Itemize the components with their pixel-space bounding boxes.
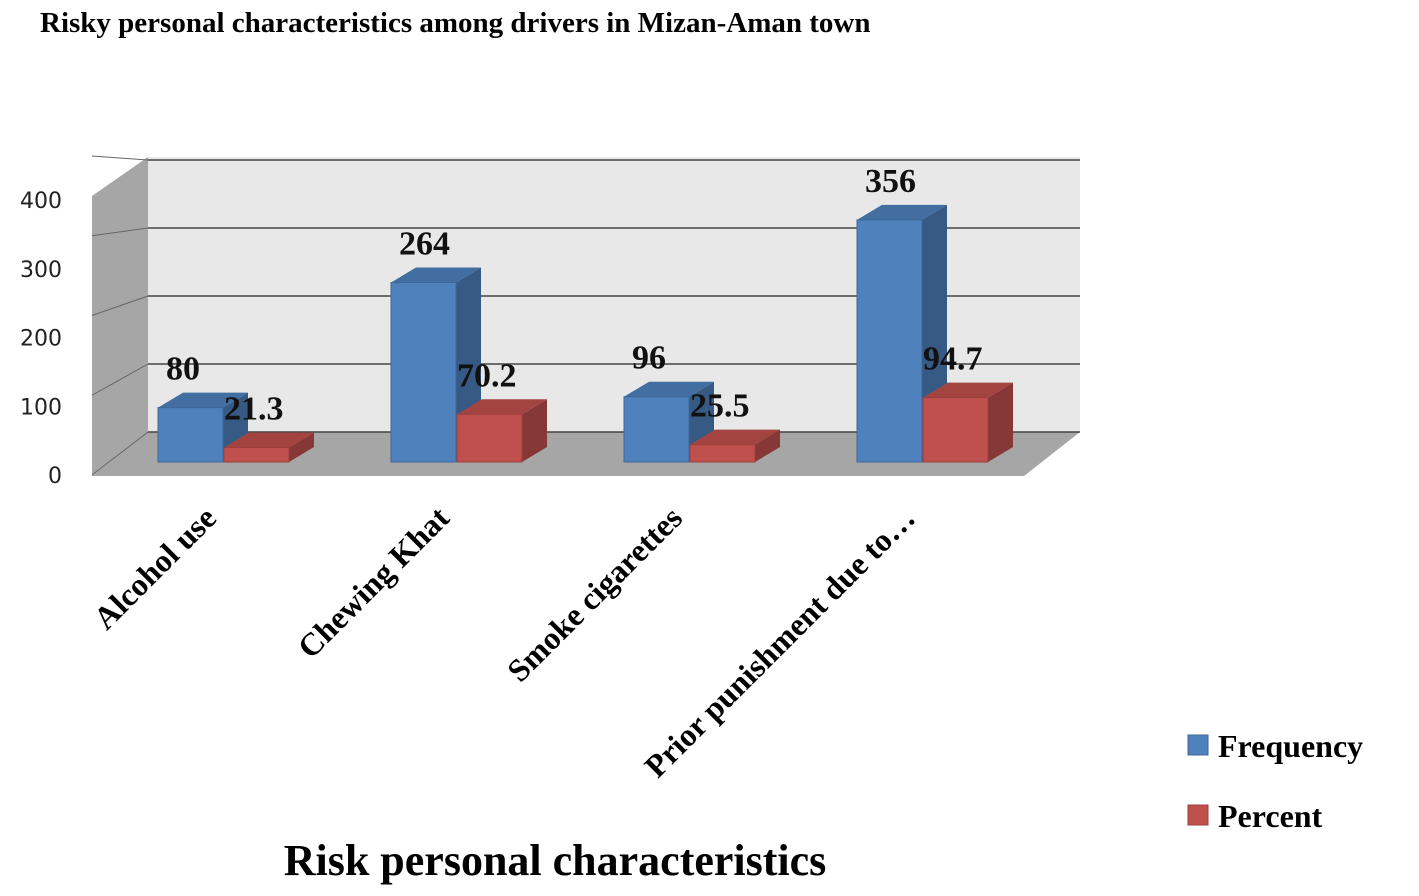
value-label: 21.3 bbox=[224, 391, 284, 428]
value-label: 80 bbox=[166, 351, 200, 388]
value-label: 264 bbox=[399, 225, 450, 262]
bar-top bbox=[857, 204, 947, 220]
side-wall bbox=[92, 157, 148, 476]
bar-top bbox=[624, 381, 714, 397]
bar-top bbox=[391, 267, 481, 283]
x-tick-label: Chewing Khat bbox=[290, 499, 456, 665]
floor bbox=[92, 432, 1080, 476]
bar bbox=[689, 429, 780, 463]
grid-line bbox=[91, 431, 149, 476]
value-label: 25.5 bbox=[690, 388, 750, 425]
y-tick-label: 300 bbox=[20, 258, 62, 283]
value-label: 356 bbox=[865, 163, 916, 200]
bar-front bbox=[157, 407, 224, 463]
bar-front bbox=[223, 447, 290, 463]
bar-side bbox=[522, 399, 547, 462]
bar-front bbox=[390, 281, 457, 463]
grid-line bbox=[91, 227, 149, 237]
x-tick-label: Alcohol use bbox=[86, 499, 223, 636]
y-tick-label: 200 bbox=[20, 327, 62, 352]
y-tick-label: 100 bbox=[20, 395, 62, 420]
bar-top bbox=[923, 382, 1013, 398]
legend-swatch bbox=[1187, 734, 1209, 756]
grid-line bbox=[91, 155, 149, 161]
bar-top bbox=[224, 432, 314, 448]
value-label: 96 bbox=[632, 340, 666, 377]
bar-front bbox=[856, 219, 923, 463]
x-tick-label: Prior punishment due to… bbox=[637, 499, 922, 784]
bar-front bbox=[689, 444, 756, 463]
grid-line bbox=[91, 295, 149, 316]
legend-label: Frequency bbox=[1218, 728, 1363, 764]
legend-label: Percent bbox=[1218, 798, 1323, 834]
legend-swatch bbox=[1187, 804, 1209, 826]
bar-top bbox=[158, 392, 248, 408]
grid-line bbox=[91, 363, 149, 396]
bar bbox=[856, 204, 947, 463]
value-label: 70.2 bbox=[457, 357, 517, 394]
bar bbox=[922, 382, 1013, 463]
bar bbox=[456, 399, 547, 463]
bar-side bbox=[988, 382, 1013, 462]
bar-front bbox=[623, 396, 690, 463]
bar bbox=[223, 432, 314, 463]
value-label: 94.7 bbox=[923, 341, 983, 378]
chart-title: Risky personal characteristics among dri… bbox=[40, 7, 870, 39]
bar-top bbox=[457, 399, 547, 415]
bar-side bbox=[755, 429, 780, 462]
x-axis-title: Risk personal characteristics bbox=[284, 836, 827, 885]
bar-side bbox=[289, 432, 314, 462]
bar-front bbox=[922, 397, 989, 463]
x-tick-label: Smoke cigarettes bbox=[500, 499, 689, 688]
y-tick-label: 0 bbox=[48, 464, 62, 489]
y-tick-label: 400 bbox=[20, 189, 62, 214]
bar-top bbox=[690, 429, 780, 445]
bar-front bbox=[456, 413, 523, 463]
